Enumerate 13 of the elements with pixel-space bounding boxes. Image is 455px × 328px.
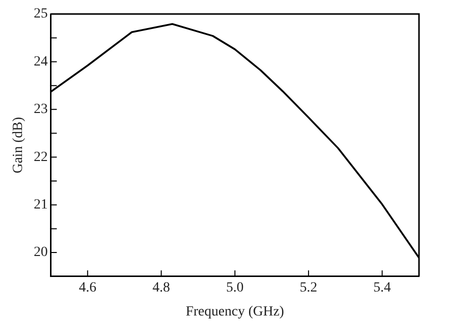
x-tick-label: 4.8: [152, 280, 170, 296]
y-tick-label: 23: [34, 102, 48, 118]
x-tick-label: 4.6: [78, 280, 96, 296]
x-tick-label: 5.4: [373, 280, 391, 296]
x-tick-label: 5.2: [300, 280, 318, 296]
y-tick-label: 21: [34, 198, 48, 213]
y-tick-label: 25: [34, 6, 48, 22]
y-tick-label: 24: [34, 54, 48, 70]
y-tick-label: 22: [34, 150, 48, 165]
y-tick-label: 20: [34, 245, 48, 260]
y-axis-title: Gain (dB): [11, 116, 26, 174]
x-axis-title: Frequency (GHz): [186, 304, 284, 320]
x-tick-label: 5.0: [226, 280, 244, 296]
